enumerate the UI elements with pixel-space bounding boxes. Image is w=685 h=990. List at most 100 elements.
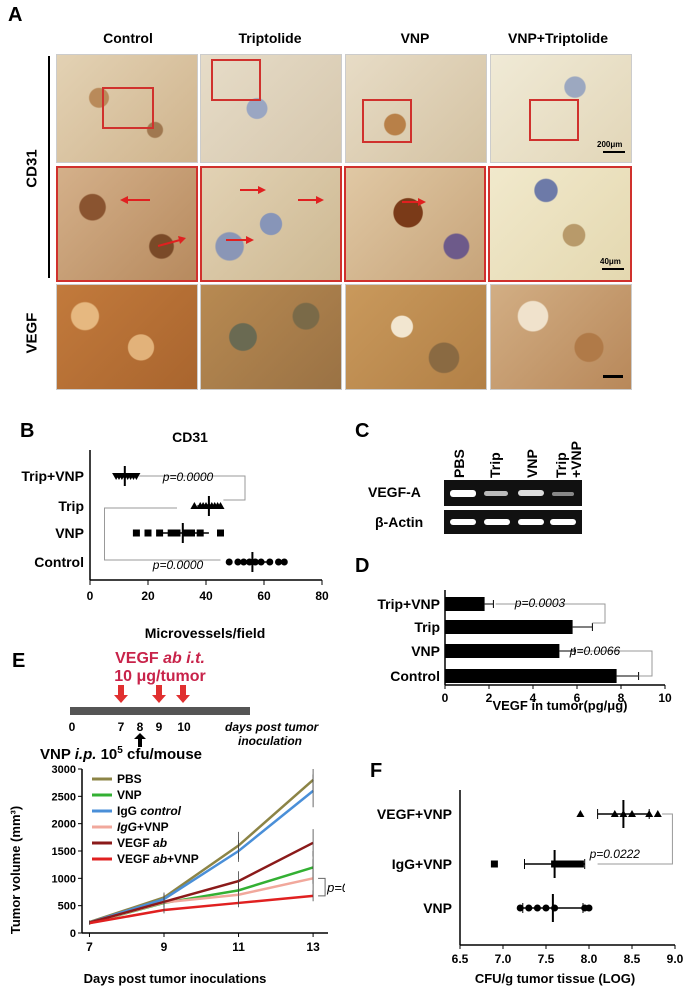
timeline-day-9: 9	[156, 720, 163, 734]
chart-b: CD31 0 20 40 60 80 Trip+VNP Trip VNP Control p=0.…	[21, 429, 329, 641]
chart-f-bracket	[597, 813, 673, 865]
chart-f-xtick-label: 6.5	[452, 952, 469, 966]
timeline-day-0: 0	[69, 720, 76, 734]
row-label-vegf: VEGF	[23, 312, 41, 354]
chart-f-xtick-label: 7.5	[538, 952, 555, 966]
chart-b-point	[196, 529, 204, 537]
band-vegfa-vnp	[518, 490, 544, 496]
lane-label-trip-vnp: Trip+VNP	[553, 441, 584, 478]
panel-label-f: F	[370, 760, 383, 782]
chart-b-point	[275, 558, 282, 566]
chart-b-point	[217, 529, 224, 537]
micrograph-vegf-combo	[490, 284, 632, 390]
chart-d-bar	[445, 597, 485, 611]
chart-e-ytick-label: 1500	[52, 846, 76, 858]
chart-b-xtick-label: 40	[199, 589, 213, 603]
arrows-triptolide	[226, 186, 324, 244]
chart-b-point	[216, 502, 225, 509]
micrograph-cd31-vnp-low	[345, 54, 487, 163]
col-title-control: Control	[103, 30, 153, 46]
chart-f-point	[564, 860, 571, 868]
chart-d-xtick-label: 10	[658, 691, 672, 705]
band-vegfa-pbs	[450, 490, 476, 497]
chart-e-ytick-label: 1000	[52, 873, 76, 885]
chart-b-category-label: VNP	[55, 525, 84, 541]
chart-e-ytick-label: 2000	[52, 819, 76, 831]
chart-b-point	[132, 529, 140, 537]
panel-label-b: B	[20, 420, 35, 442]
chart-f-xtick-label: 9.0	[667, 952, 684, 966]
micrograph-cd31-triptolide-low	[200, 54, 342, 163]
micrograph-cd31-combo-high: 40μm	[488, 166, 632, 282]
col-title-triptolide: Triptolide	[238, 30, 302, 46]
timeline-day-8: 8	[137, 720, 144, 734]
chart-b-xtick-label: 60	[257, 589, 271, 603]
roi-box-control	[102, 87, 154, 129]
chart-d-bracket-top	[495, 603, 606, 624]
chart-b-point	[182, 529, 190, 537]
gel-lane-labels: PBS Trip VNP Trip+VNP	[451, 441, 584, 478]
arrows-control	[120, 196, 186, 247]
chart-d-xlabel: VEGF in tumor(pg/μg)	[492, 698, 627, 713]
micrograph-vegf-triptolide	[200, 284, 342, 390]
timeline-day-10: 10	[177, 720, 191, 734]
lane-label-trip: Trip	[487, 452, 503, 478]
chart-e-legend-label: VEGF ab+VNP	[117, 852, 199, 866]
chart-b-point	[173, 529, 181, 537]
chart-f-point	[559, 860, 567, 868]
vnp-dose-tail: cfu/mouse	[122, 746, 203, 763]
chart-e-line	[89, 894, 314, 925]
timeline: 0 7 8 9 10 days post tumor inoculation	[69, 685, 320, 748]
chart-d-category-label: Trip+VNP	[377, 596, 440, 612]
scale-label-200: 200μm	[597, 140, 623, 149]
chart-f-point	[551, 860, 559, 868]
chart-b-point	[132, 473, 141, 480]
chart-d-category-label: Trip	[414, 619, 440, 635]
chart-e-xtick-label: 11	[232, 940, 245, 954]
chart-b-point	[225, 558, 233, 566]
cd31-bracket-line	[48, 56, 50, 278]
chart-b-point	[240, 558, 248, 566]
chart-d-bar	[445, 669, 617, 683]
lane-label-pbs: PBS	[451, 449, 467, 478]
chart-f-point	[576, 860, 584, 868]
days-note-2: inoculation	[238, 734, 302, 748]
chart-b-point	[188, 529, 195, 537]
treatment-line-1: VEGF ab i.t.	[115, 650, 205, 667]
gel-actin	[444, 510, 582, 534]
band-vegfa-combo	[552, 492, 574, 496]
timeline-day-7: 7	[118, 720, 125, 734]
chart-d-bracket-bottom	[577, 650, 653, 677]
chart-f-point	[551, 904, 559, 912]
chart-f-point	[516, 904, 524, 912]
chart-f-category-label: VEGF+VNP	[377, 806, 452, 822]
micrograph-cd31-vnp-high	[344, 166, 486, 282]
panel-label-d: D	[355, 555, 370, 577]
chart-f-xlabel: CFU/g tumor tissue (LOG)	[475, 971, 635, 986]
chart-e-ytick-label: 500	[58, 901, 76, 913]
days-note-1: days post tumor	[225, 720, 320, 734]
chart-f-point	[645, 810, 654, 817]
micrograph-cd31-control-low	[56, 54, 198, 163]
band-actin-vnp	[518, 519, 544, 525]
micrograph-vegf-vnp	[345, 284, 487, 390]
scale-bar-vegf	[603, 375, 623, 378]
chart-d-xtick-label: 2	[486, 691, 493, 705]
vnp-arrow-day8	[134, 733, 146, 747]
chart-f-category-label: IgG+VNP	[392, 856, 452, 872]
chart-e-xtick-label: 13	[306, 940, 320, 954]
chart-e-ylabel: Tumor volume (mm³)	[8, 806, 23, 934]
micrograph-cd31-triptolide-high	[200, 166, 342, 282]
chart-f-point	[572, 860, 580, 868]
scale-bar-40	[602, 268, 624, 270]
chart-b-xtick-label: 80	[315, 589, 329, 603]
chart-d: 0 2 4 6 8 10 Trip+VNP Trip VNP Control p=0.0003 p=0…	[377, 590, 672, 713]
chart-d-category-label: VNP	[411, 643, 440, 659]
chart-f-point	[653, 810, 662, 817]
chart-f-point	[568, 860, 576, 868]
chart-d-p-bottom: p=0.0066	[569, 644, 621, 658]
chart-d-bar	[445, 620, 573, 634]
chart-f-point	[610, 810, 619, 817]
chart-b-point	[251, 558, 259, 566]
chart-e-legend-label: VEGF ab	[117, 836, 167, 850]
